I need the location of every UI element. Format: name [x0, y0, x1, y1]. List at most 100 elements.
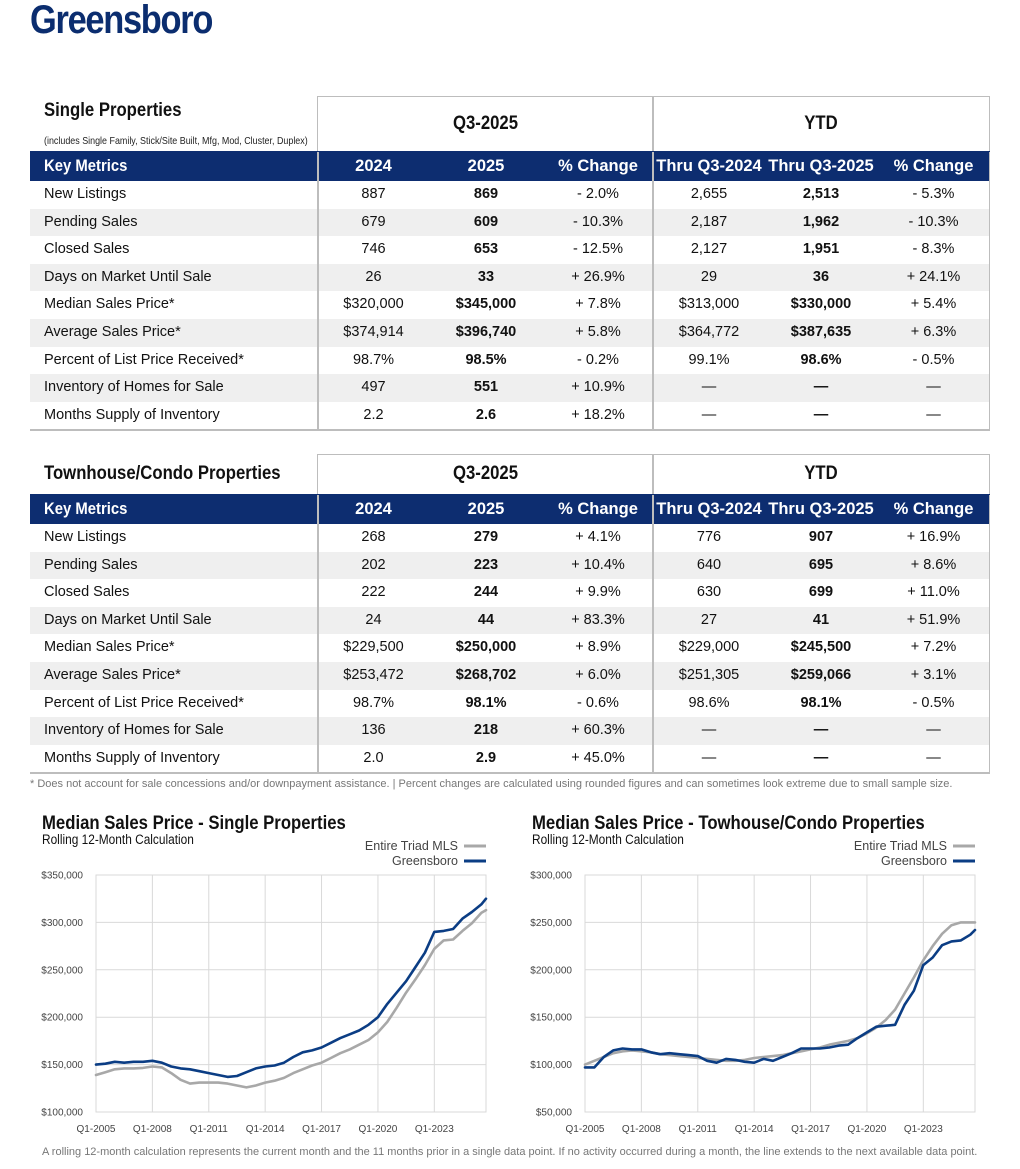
- table-cell: —: [813, 749, 829, 766]
- page-title: Greensboro: [30, 0, 213, 42]
- header-thru-curr: Thru Q3-2025: [768, 500, 874, 518]
- table-row: New Listings 268 279 + 4.1% 776 907 + 16.9%: [30, 524, 990, 552]
- table-cell: + 60.3%: [571, 722, 625, 739]
- x-tick-label: Q1-2008: [622, 1124, 661, 1135]
- x-tick-label: Q1-2017: [302, 1124, 341, 1135]
- chart-title-single: Median Sales Price - Single Properties: [42, 813, 346, 834]
- section-title: Single Properties: [44, 100, 182, 121]
- table-cell: + 10.4%: [571, 556, 625, 573]
- table-cell: 202: [361, 556, 386, 573]
- quarter-group-label: Q3-2025: [452, 463, 519, 484]
- header-pct-change: % Change: [558, 157, 638, 175]
- table-cell: - 12.5%: [573, 241, 623, 258]
- ytd-group-box: [652, 454, 990, 495]
- table-cell: 98.7%: [352, 351, 395, 368]
- table-cell: 679: [361, 213, 386, 230]
- table-cell: $387,635: [790, 324, 852, 340]
- table-cell: $253,472: [343, 667, 404, 683]
- table-cell: + 5.8%: [575, 324, 621, 340]
- table-cell: 699: [808, 584, 834, 601]
- table-cell: - 10.3%: [908, 213, 959, 230]
- table-cell: $374,914: [343, 324, 404, 340]
- table-cell: —: [926, 722, 941, 739]
- table-cell: + 9.9%: [575, 584, 621, 601]
- table-cell: $330,000: [790, 296, 852, 313]
- metric-label: Pending Sales: [44, 213, 138, 230]
- x-tick-label: Q1-2023: [904, 1124, 943, 1135]
- table-cell: $396,740: [455, 324, 517, 340]
- y-tick-label: $150,000: [41, 1060, 83, 1071]
- table-cell: + 7.8%: [575, 296, 621, 313]
- quarter-group-label: Q3-2025: [452, 113, 519, 134]
- table-cell: —: [926, 406, 941, 423]
- header-ytd-pct-change: % Change: [893, 500, 974, 518]
- y-tick-label: $250,000: [530, 918, 572, 929]
- metric-label: New Listings: [44, 529, 127, 545]
- table-cell: 640: [696, 556, 722, 573]
- table-cell: 2,127: [690, 241, 728, 258]
- table-cell: + 24.1%: [906, 268, 961, 285]
- y-tick-label: $350,000: [41, 871, 83, 882]
- ytd-group-label: YTD: [804, 463, 838, 484]
- metric-label: Average Sales Price*: [44, 324, 181, 340]
- table-cell: 36: [812, 268, 830, 285]
- table-bottom-border: [30, 429, 990, 431]
- ytd-group-label: YTD: [804, 113, 838, 134]
- x-tick-label: Q1-2005: [77, 1124, 116, 1135]
- chart-title-townhouse: Median Sales Price - Towhouse/Condo Prop…: [532, 813, 925, 834]
- table-row: New Listings 887 869 - 2.0% 2,655 2,513 - 5.3%: [30, 181, 990, 209]
- y-tick-label: $100,000: [530, 1060, 572, 1071]
- table-row: Closed Sales 746 653 - 12.5% 2,127 1,951 - 8.3…: [30, 236, 990, 264]
- table-cell: + 10.9%: [571, 379, 625, 396]
- table-row: Closed Sales 222 244 + 9.9% 630 699 + 11.0%: [30, 579, 990, 607]
- chart-subtitle-townhouse: Rolling 12-Month Calculation: [532, 832, 684, 847]
- table-row: Months Supply of Inventory 2.0 2.9 + 45.0% —…: [30, 745, 990, 773]
- table-cell: 98.1%: [800, 694, 842, 711]
- table-cell: —: [701, 722, 717, 739]
- table-cell: 653: [473, 241, 499, 258]
- table-cell: 33: [477, 268, 495, 285]
- table-row: Pending Sales 679 609 - 10.3% 2,187 1,962 - 10…: [30, 208, 990, 237]
- table-cell: 2.9: [475, 749, 497, 766]
- table-footnote: * Does not account for sale concessions …: [30, 778, 953, 790]
- table-cell: 2,513: [802, 186, 840, 202]
- table-cell: 695: [808, 556, 834, 573]
- x-tick-label: Q1-2011: [190, 1124, 229, 1135]
- table-cell: 98.7%: [352, 694, 395, 711]
- chart-subtitle-single: Rolling 12-Month Calculation: [42, 832, 194, 847]
- table-row: Average Sales Price* $374,914 $396,740 + 5.…: [30, 319, 990, 347]
- metric-label: Inventory of Homes for Sale: [44, 722, 224, 739]
- chart-0: $100,000 $150,000 $200,000 $250,000 $300,000…: [41, 839, 488, 1135]
- table-cell: + 3.1%: [910, 667, 957, 683]
- table-cell: 98.5%: [465, 351, 507, 368]
- table-cell: - 0.5%: [912, 351, 955, 368]
- table-cell: 98.6%: [688, 694, 730, 711]
- x-tick-label: Q1-2014: [735, 1124, 774, 1135]
- y-tick-label: $200,000: [41, 1013, 83, 1024]
- table-cell: 29: [700, 268, 718, 285]
- table-cell: + 51.9%: [906, 611, 961, 628]
- column-divider: [317, 152, 319, 430]
- table-cell: $229,500: [343, 639, 404, 656]
- metric-label: Days on Market Until Sale: [44, 268, 212, 285]
- table-cell: 279: [473, 529, 499, 545]
- table-row: Inventory of Homes for Sale 136 218 + 60.3%…: [30, 717, 990, 745]
- header-ytd-pct-change: % Change: [893, 157, 974, 175]
- table-cell: 136: [361, 722, 386, 739]
- table-row: Percent of List Price Received* 98.7% 98.1…: [30, 690, 990, 718]
- header-2024: 2024: [355, 157, 392, 175]
- table-cell: 2.0: [363, 749, 384, 766]
- x-tick-label: Q1-2014: [246, 1124, 285, 1135]
- metric-label: Months Supply of Inventory: [44, 749, 220, 766]
- table-cell: —: [813, 379, 829, 396]
- table-cell: - 5.3%: [912, 186, 955, 202]
- table-cell: 746: [361, 241, 386, 258]
- table-bottom-border: [30, 772, 990, 774]
- header-pct-change: % Change: [558, 500, 638, 518]
- x-tick-label: Q1-2005: [566, 1124, 605, 1135]
- table-cell: 776: [696, 529, 722, 545]
- table-cell: 551: [473, 379, 499, 396]
- series-line-triad-mls: [583, 921, 977, 1066]
- table-cell: 218: [473, 722, 499, 739]
- header-2025: 2025: [467, 500, 505, 518]
